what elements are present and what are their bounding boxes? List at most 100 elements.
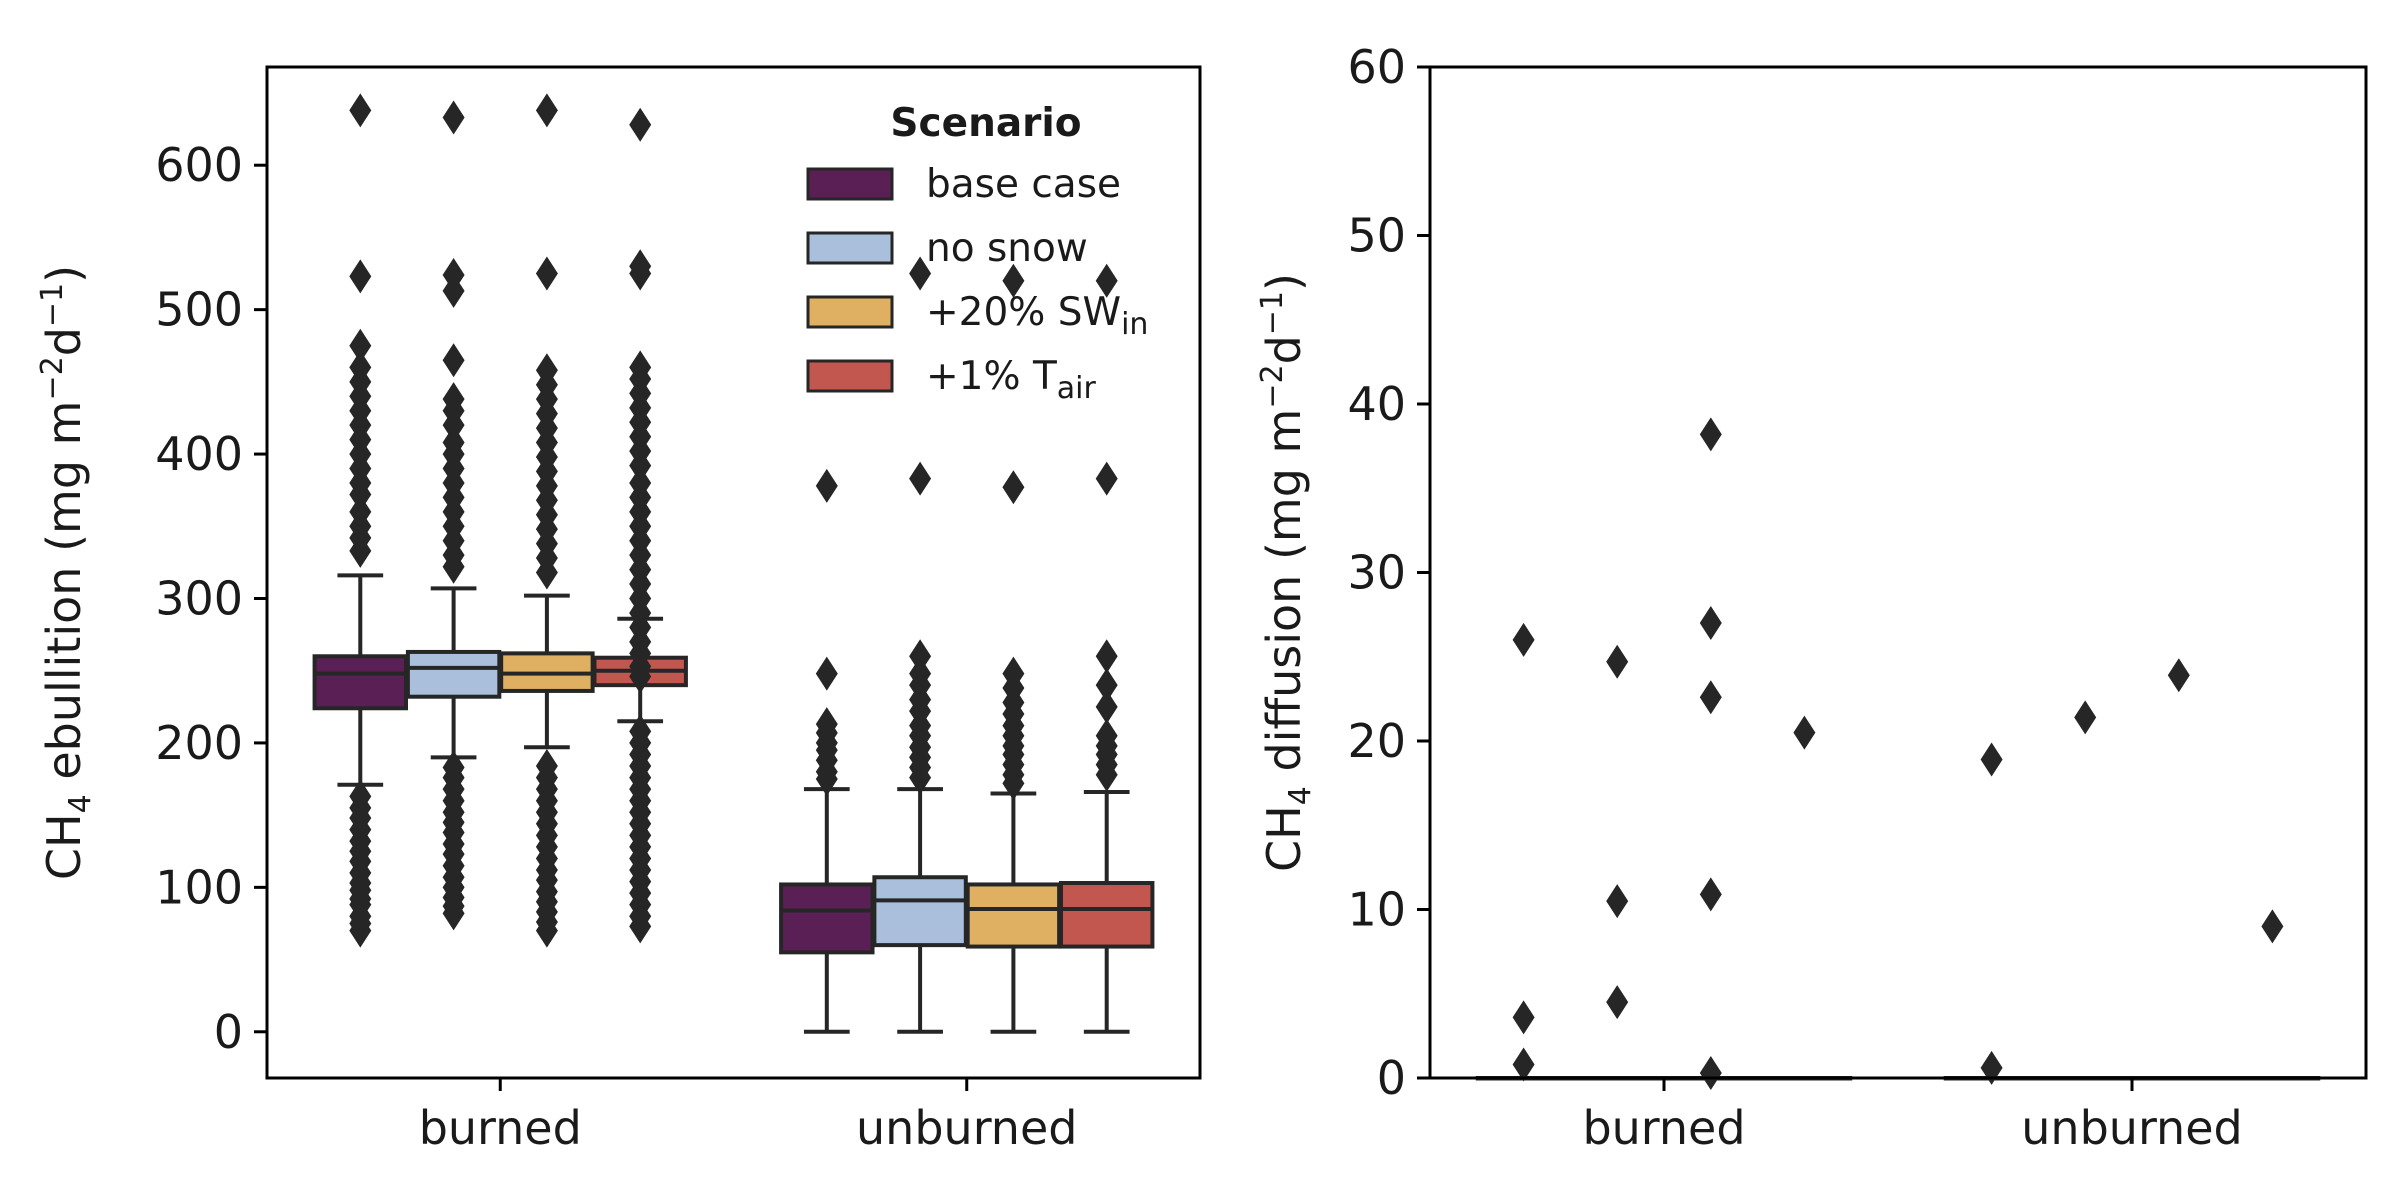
box-group [2224, 909, 2321, 1081]
ylabel-part: d [37, 327, 91, 356]
outlier-point [1095, 639, 1118, 674]
outlier-point [1699, 1055, 1722, 1090]
box [312, 654, 409, 711]
ebullition-panel: 0 100 200 300 400 500 600 burned unburned CH4 ebu… [35, 65, 1202, 1155]
legend-label-text: base case [926, 162, 1121, 207]
y-tick-label: 0 [1377, 1051, 1406, 1105]
box-group [499, 93, 595, 948]
outlier-point [909, 656, 932, 691]
box-group [1943, 742, 2040, 1085]
outlier-point [1699, 606, 1722, 641]
box-group [2130, 658, 2227, 1081]
outlier-point [909, 639, 932, 674]
outlier-point [349, 328, 372, 363]
y-tick-label: 40 [1347, 377, 1406, 431]
outlier-point [1095, 668, 1118, 703]
outlier-point [1699, 417, 1722, 452]
outlier-point [1606, 985, 1629, 1020]
y-tick-label: 400 [155, 427, 243, 481]
outlier-point [1002, 263, 1025, 298]
y-tick-label: 50 [1347, 209, 1406, 263]
box [872, 875, 968, 948]
ylabel-subscript: 4 [1283, 786, 1318, 805]
outlier-point [1699, 680, 1722, 715]
outlier-point [1606, 884, 1629, 919]
box-group [312, 93, 409, 948]
box [405, 649, 502, 699]
legend-swatch [806, 167, 894, 201]
box-group [872, 256, 968, 1034]
x-tick-label: burned [1582, 1101, 1745, 1155]
ylabel-superscript: −1 [1255, 291, 1290, 335]
outlier-point [1095, 263, 1118, 298]
y-axis-label: CH4 ebullition (mg m−2d−1) [35, 265, 98, 880]
y-tick-label: 200 [155, 716, 243, 770]
outlier-point [442, 343, 465, 378]
legend-label: no snow [926, 226, 1088, 271]
box-group [1569, 644, 1666, 1081]
legend-label-text: +1% T [926, 354, 1057, 399]
outlier-point [629, 714, 652, 749]
outlier-point [2167, 658, 2190, 693]
outlier-point [629, 249, 652, 284]
legend-label: base case [926, 162, 1121, 207]
outlier-point [1512, 622, 1535, 657]
ylabel-part: CH [37, 813, 91, 880]
legend-swatch [806, 231, 894, 265]
box [779, 882, 875, 955]
outlier-point [1512, 1047, 1535, 1082]
ylabel-part: diffusion (mg m [1257, 409, 1311, 787]
box-group [779, 468, 875, 1034]
outlier-point [1512, 1000, 1535, 1035]
outlier-point [629, 107, 652, 142]
legend: Scenario base case no snow +20% SWin +1% Tai… [806, 101, 1148, 406]
outlier-point [815, 468, 838, 503]
ylabel-part: CH [1257, 805, 1311, 872]
y-tick-label: 10 [1347, 883, 1406, 937]
ylabel-part: d [1257, 335, 1311, 364]
y-tick-label: 300 [155, 571, 243, 625]
outlier-point [349, 350, 372, 385]
outlier-point [909, 256, 932, 291]
diffusion-panel: 0 10 20 30 40 50 60 burned unburned CH4 diffusion… [1255, 40, 2368, 1155]
y-tick-label: 600 [155, 138, 243, 192]
box-group [2037, 700, 2134, 1081]
outlier-point [2074, 700, 2097, 735]
box [965, 882, 1062, 949]
box-group [1756, 715, 1853, 1081]
box [1058, 881, 1155, 949]
outlier-point [1793, 715, 1816, 750]
box-group [592, 107, 688, 944]
legend-label-text: +20% SW [926, 290, 1121, 335]
outlier-point [349, 779, 372, 814]
x-tick-label: burned [419, 1101, 582, 1155]
legend-label: +20% SWin [926, 290, 1148, 342]
axes-frame [1428, 65, 2368, 1080]
ylabel-part: ) [37, 265, 91, 283]
outlier-point [1095, 689, 1118, 724]
ylabel-superscript: −2 [35, 356, 70, 400]
legend-swatch [806, 359, 894, 393]
ylabel-superscript: −2 [1255, 364, 1290, 408]
legend-label-subscript: air [1057, 371, 1097, 406]
y-tick-label: 500 [155, 283, 243, 337]
outlier-point [535, 353, 558, 388]
outlier-point [1002, 470, 1025, 505]
outlier-point [1980, 742, 2003, 777]
ylabel-part: ebullition (mg m [37, 401, 91, 795]
ylabel-part: ) [1257, 273, 1311, 291]
outlier-point [909, 461, 932, 496]
outlier-point [1095, 718, 1118, 753]
outlier-point [815, 707, 838, 742]
y-tick-label: 60 [1347, 40, 1406, 94]
outlier-point [815, 656, 838, 691]
outlier-point [535, 256, 558, 291]
ylabel-superscript: −1 [35, 283, 70, 327]
outlier-point [349, 93, 372, 128]
y-tick-label: 100 [155, 860, 243, 914]
box-group [405, 100, 502, 931]
outlier-point [442, 257, 465, 292]
legend-label: +1% Tair [926, 354, 1097, 406]
y-tick-label: 0 [214, 1005, 243, 1059]
